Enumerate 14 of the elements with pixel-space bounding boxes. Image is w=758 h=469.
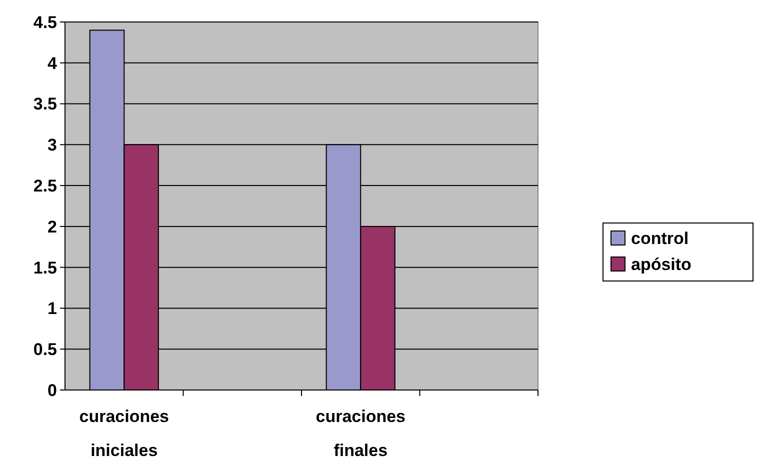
y-tick-label: 0 [48, 380, 57, 400]
y-tick-label: 3 [48, 136, 57, 155]
y-tick-label: 3.5 [33, 94, 57, 114]
y-tick-label: 1.5 [33, 258, 57, 278]
y-tick-label: 4 [48, 54, 58, 73]
y-tick-label: 0.5 [33, 340, 57, 360]
x-tick-label: curaciones finales [316, 407, 406, 460]
x-tick-label: curaciones iniciales [79, 407, 170, 460]
y-tick-label: 2.5 [33, 176, 57, 196]
legend-label: apósito [631, 254, 692, 274]
y-tick-label: 4.5 [33, 12, 57, 32]
y-tick-label: 1 [48, 299, 57, 318]
legend-label: control [631, 228, 689, 248]
y-tick-label: 2 [48, 217, 57, 236]
